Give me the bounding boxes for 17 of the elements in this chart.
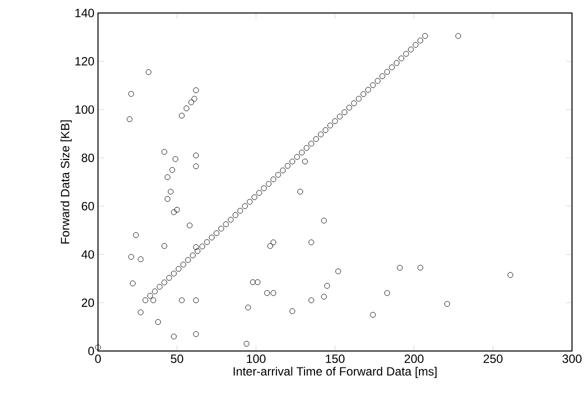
x-tick-label: 0 xyxy=(95,354,101,363)
x-tick-label: 100 xyxy=(246,354,266,363)
y-tick-label: 20 xyxy=(82,298,94,307)
x-tick-label: 50 xyxy=(170,354,184,363)
x-tick-label: 250 xyxy=(484,354,503,363)
y-tick-label: 140 xyxy=(75,8,94,18)
y-tick-label: 0 xyxy=(88,346,94,356)
x-axis-title: Inter-arrival Time of Forward Data [ms] xyxy=(234,366,437,378)
x-tick-label: 300 xyxy=(562,354,582,363)
y-tick-label: 80 xyxy=(82,154,94,162)
x-tick-label: 150 xyxy=(326,354,345,363)
y-axis-title: Forward Data Size [KB] xyxy=(60,120,72,244)
y-tick-label: 120 xyxy=(75,57,94,66)
y-tick-label: 60 xyxy=(82,202,94,210)
x-tick-label: 200 xyxy=(404,354,424,363)
y-tick-label: 100 xyxy=(75,105,94,114)
y-tick-label: 40 xyxy=(81,250,94,259)
